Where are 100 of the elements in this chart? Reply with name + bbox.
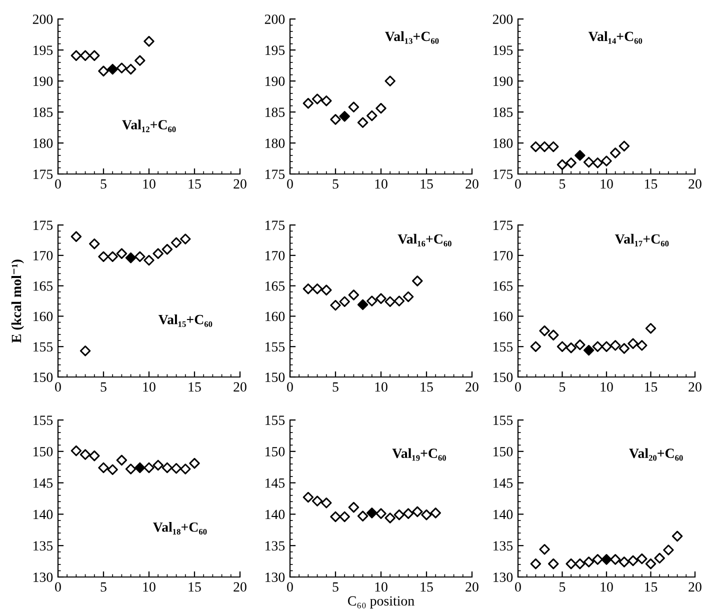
x-tick-label: 5: [332, 582, 338, 592]
y-tick-label: 185: [34, 108, 53, 117]
x-tick-label: 20: [688, 179, 702, 189]
y-tick-label: 155: [34, 416, 53, 425]
y-tick-label: 190: [266, 76, 285, 86]
point: [98, 251, 109, 262]
y-tick-label: 175: [266, 170, 285, 179]
point: [366, 110, 378, 122]
point: [312, 94, 323, 104]
point: [357, 117, 368, 128]
point: [628, 555, 638, 566]
x-tick-label: 0: [515, 382, 521, 392]
y-tick-label: 175: [494, 220, 513, 230]
point: [116, 248, 128, 259]
annotation: Val₁₅+C₆₀: [158, 314, 212, 327]
x-tick-label: 5: [332, 179, 338, 189]
x-tick-label: 15: [188, 382, 201, 392]
y-tick-label: 140: [266, 510, 285, 520]
point: [610, 340, 621, 351]
x-tick-label: 0: [287, 582, 293, 592]
point: [592, 157, 604, 168]
point: [539, 325, 550, 336]
point: [574, 339, 586, 350]
point: [548, 558, 559, 570]
point: [180, 234, 191, 244]
point: [125, 252, 136, 264]
point: [80, 449, 91, 460]
point: [548, 141, 559, 152]
point: [321, 284, 332, 296]
y-tick-label: 155: [34, 342, 53, 352]
y-tick-label: 180: [34, 138, 53, 148]
point: [125, 64, 136, 75]
point: [330, 300, 341, 311]
y-tick-label: 135: [34, 541, 53, 551]
point: [530, 341, 542, 352]
annotation: Val₁₉+C₆₀: [392, 448, 446, 461]
y-tick-label: 150: [34, 372, 53, 382]
point: [366, 508, 378, 518]
point: [556, 159, 568, 170]
point: [125, 464, 136, 474]
y-tick-label: 195: [266, 46, 285, 55]
point: [170, 237, 182, 248]
point: [530, 558, 542, 570]
x-tick-label: 10: [600, 582, 613, 592]
x-tick-label: 20: [466, 582, 478, 592]
x-tick-label: 15: [645, 582, 658, 592]
point: [384, 296, 396, 307]
point: [376, 293, 386, 304]
y-tick-label: 145: [266, 478, 285, 488]
point: [80, 50, 91, 61]
point: [574, 150, 586, 161]
point: [583, 556, 594, 568]
point: [601, 341, 612, 352]
x-tick-label: 15: [645, 382, 658, 392]
y-tick-label: 175: [34, 170, 53, 179]
point: [321, 95, 332, 106]
point: [89, 50, 100, 61]
annotation: Val₁₂+C₆₀: [122, 120, 176, 132]
point: [357, 299, 368, 310]
point: [152, 460, 164, 471]
y-tick-label: 175: [494, 170, 513, 179]
point: [636, 553, 648, 564]
point: [530, 141, 542, 152]
y-tick-label: 170: [494, 250, 513, 260]
x-tick-label: 0: [55, 382, 61, 392]
y-tick-label: 175: [34, 220, 53, 230]
point: [384, 76, 396, 86]
y-tick-label: 155: [266, 342, 285, 352]
y-tick-label: 130: [266, 572, 285, 582]
point: [107, 464, 118, 475]
point: [583, 344, 594, 356]
point: [376, 102, 386, 114]
point: [302, 492, 314, 503]
point: [180, 464, 191, 474]
x-tick-label: 10: [375, 382, 388, 392]
point: [610, 148, 621, 158]
point: [402, 508, 414, 519]
x-tick-label: 15: [420, 582, 433, 592]
x-tick-label: 5: [100, 582, 106, 592]
annotation: Val₁₄+C₆₀: [588, 31, 642, 44]
x-tick-label: 20: [466, 179, 478, 189]
point: [402, 291, 414, 302]
point: [357, 510, 368, 522]
y-tick-label: 165: [34, 281, 53, 291]
point: [574, 558, 586, 570]
point: [144, 462, 154, 474]
annotation: Val₂₀+C₆₀: [629, 448, 683, 461]
y-axis-title: E (kcal mol⁻¹): [11, 260, 24, 343]
point: [302, 283, 314, 294]
x-tick-label: 5: [332, 382, 338, 392]
annotation: Val₁₈+C₆₀: [153, 522, 207, 535]
point: [144, 36, 154, 47]
point: [116, 62, 128, 74]
point: [116, 454, 128, 466]
point: [70, 231, 82, 242]
point: [412, 506, 423, 518]
x-tick-label: 20: [688, 382, 702, 392]
point: [339, 296, 350, 307]
x-tick-label: 20: [234, 382, 246, 392]
x-tick-label: 20: [466, 382, 478, 392]
